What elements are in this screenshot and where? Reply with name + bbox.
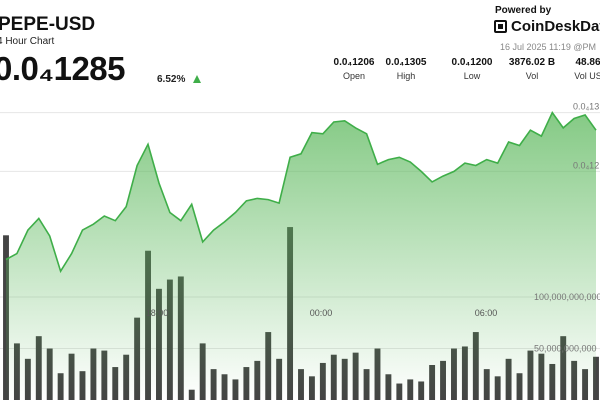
stat-value: 0.0₄1200	[451, 57, 493, 68]
stat-high: 0.0₄1305 High	[374, 57, 438, 81]
current-price: 0.0₄1285	[0, 50, 126, 87]
price-change: 6.52%	[157, 74, 186, 85]
stat-vol: 3876.02 B Vol	[500, 57, 564, 81]
stat-value: 48.86	[575, 57, 600, 68]
chart-subtitle: 4 Hour Chart	[0, 36, 55, 47]
stat-low: 0.0₄1200 Low	[440, 57, 504, 81]
stat-value: 0.0₄1206	[333, 57, 375, 68]
x-tick-label: 18:00	[146, 308, 169, 318]
stat-label: High	[396, 71, 416, 81]
stat-vol-usd: 48.86 Vol US	[556, 57, 600, 81]
stat-value: 3876.02 B	[508, 57, 556, 68]
brand-name[interactable]: CoinDeskData	[511, 18, 600, 35]
volume-tick-label: 100,000,000,000	[534, 292, 600, 302]
stat-label: Vol	[525, 71, 539, 81]
asset-title: PEPE-USD	[0, 14, 96, 35]
up-arrow-icon	[193, 75, 201, 83]
price-tick-label: 0.0₄12	[573, 160, 599, 170]
x-tick-label: 06:00	[475, 308, 498, 318]
coindesk-logo-icon	[494, 20, 507, 33]
stat-label: Open	[342, 71, 366, 81]
price-area	[6, 112, 596, 400]
price-line	[5, 111, 597, 274]
powered-by-label: Powered by	[495, 5, 552, 16]
stat-value: 0.0₄1305	[385, 57, 427, 68]
x-tick-label: 00:00	[310, 308, 333, 318]
price-tick-label: 0.0₄13	[573, 102, 599, 112]
stat-label: Low	[463, 71, 481, 81]
volume-tick-label: 50,000,000,000	[534, 344, 597, 354]
axis-labels: 18:00 00:00 06:00 0.0₄13 0.0₄12 100,000,000,0…	[146, 102, 600, 354]
stat-open: 0.0₄1206 Open	[322, 57, 386, 81]
timestamp: 16 Jul 2025 11:19 @PM	[500, 42, 597, 52]
stat-label: Vol US	[574, 71, 600, 81]
